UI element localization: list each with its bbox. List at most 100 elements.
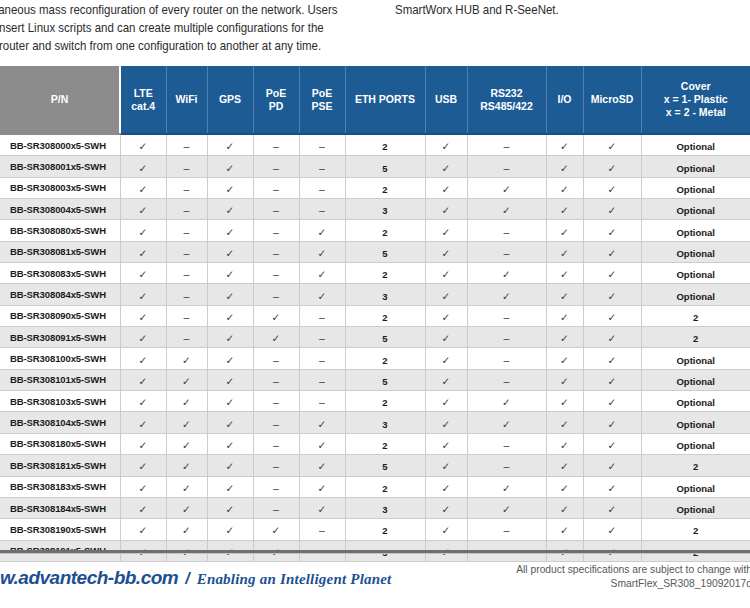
column-header-cover: Cover x = 1- Plastic x = 2 - Metal: [641, 66, 750, 134]
spec-cell: ✓: [207, 156, 253, 177]
spec-cell: 5: [345, 156, 425, 177]
spec-cell: Optional: [641, 284, 750, 305]
column-header-poe-pd: PoE PD: [253, 66, 299, 134]
check-icon: ✓: [182, 439, 191, 451]
dash-icon: –: [504, 247, 510, 259]
footer-note: All product specifications are subject t…: [516, 563, 750, 590]
check-icon: ✓: [182, 354, 191, 366]
spec-cell: ✓: [120, 305, 166, 326]
spec-cell: ✓: [583, 455, 641, 476]
spec-cell: –: [299, 305, 345, 326]
spec-cell: ✓: [120, 476, 166, 497]
spec-value: 2: [382, 483, 387, 494]
spec-value: 3: [382, 291, 387, 302]
check-icon: ✓: [226, 247, 235, 259]
check-icon: ✓: [608, 311, 617, 323]
check-icon: ✓: [318, 268, 327, 280]
spec-cell: Optional: [641, 134, 750, 156]
spec-cell: ✓: [546, 348, 583, 369]
dash-icon: –: [273, 290, 279, 302]
spec-cell: –: [253, 199, 299, 220]
footer-note-line: SmartFlex_SR308_19092017d: [516, 577, 750, 591]
check-icon: ✓: [442, 524, 451, 536]
check-icon: ✓: [560, 162, 569, 174]
dash-icon: –: [504, 524, 510, 536]
column-header-poe-pse: PoE PSE: [299, 66, 345, 134]
spec-cell: ✓: [583, 177, 641, 198]
spec-cell: –: [166, 241, 207, 262]
spec-cell: –: [166, 156, 207, 177]
check-icon: ✓: [442, 460, 451, 472]
dash-icon: –: [504, 162, 510, 174]
spec-cell: –: [299, 134, 345, 156]
dash-icon: –: [504, 332, 510, 344]
part-number-cell: BB-SR308180x5-SWH: [0, 433, 120, 454]
spec-table-body: BB-SR308000x5-SWH✓–✓––2✓–✓✓OptionalBB-SR…: [0, 134, 750, 561]
spec-cell: –: [467, 220, 546, 241]
dash-icon: –: [319, 524, 325, 536]
column-header-pn: P/N: [0, 66, 120, 134]
check-icon: ✓: [442, 439, 451, 451]
spec-cell: ✓: [467, 284, 546, 305]
dash-icon: –: [273, 375, 279, 387]
check-icon: ✓: [226, 268, 235, 280]
footer-brand: w.advantech-bb.com/Enabling an Intellige…: [0, 567, 391, 589]
spec-cell: ✓: [120, 220, 166, 241]
spec-cell: Optional: [641, 177, 750, 198]
spec-value: Optional: [676, 483, 715, 494]
check-icon: ✓: [139, 396, 148, 408]
website-link[interactable]: w.advantech-bb.com: [0, 567, 178, 588]
spec-cell: ✓: [467, 476, 546, 497]
spec-value: 5: [382, 248, 387, 259]
spec-value: 2: [382, 227, 387, 238]
spec-cell: ✓: [120, 241, 166, 262]
spec-cell: –: [467, 348, 546, 369]
spec-cell: ✓: [425, 412, 467, 433]
spec-cell: ✓: [207, 348, 253, 369]
check-icon: ✓: [226, 226, 235, 238]
dash-icon: –: [319, 140, 325, 152]
spec-cell: ✓: [546, 497, 583, 518]
table-row: BB-SR308104x5-SWH✓✓✓–✓3✓✓✓✓Optional: [0, 412, 750, 433]
spec-cell: ✓: [207, 327, 253, 348]
part-number-cell: BB-SR308101x5-SWH: [0, 369, 120, 390]
spec-value: Optional: [676, 163, 715, 174]
check-icon: ✓: [442, 396, 451, 408]
check-icon: ✓: [560, 311, 569, 323]
check-icon: ✓: [318, 418, 327, 430]
part-number-cell: BB-SR308003x5-SWH: [0, 177, 120, 198]
spec-cell: ✓: [120, 199, 166, 220]
spec-cell: ✓: [166, 476, 207, 497]
spec-cell: ✓: [583, 156, 641, 177]
column-header-serial: RS232 RS485/422: [467, 66, 546, 134]
spec-value: 2: [382, 525, 387, 536]
check-icon: ✓: [608, 140, 617, 152]
spec-cell: Optional: [641, 497, 750, 518]
spec-cell: –: [467, 134, 546, 156]
spec-cell: ✓: [546, 391, 583, 412]
spec-value: Optional: [676, 440, 715, 451]
column-header-microsd: MicroSD: [583, 66, 641, 134]
dash-icon: –: [273, 439, 279, 451]
check-icon: ✓: [560, 290, 569, 302]
spec-cell: ✓: [207, 519, 253, 540]
spec-cell: –: [299, 327, 345, 348]
spec-cell: ✓: [583, 476, 641, 497]
spec-cell: 3: [345, 284, 425, 305]
dash-icon: –: [319, 332, 325, 344]
spec-cell: ✓: [425, 391, 467, 412]
spec-cell: 3: [345, 199, 425, 220]
part-number-cell: BB-SR308083x5-SWH: [0, 263, 120, 284]
check-icon: ✓: [318, 482, 327, 494]
check-icon: ✓: [502, 418, 511, 430]
table-row: BB-SR308083x5-SWH✓–✓–✓2✓✓✓✓Optional: [0, 263, 750, 284]
check-icon: ✓: [560, 396, 569, 408]
spec-cell: –: [166, 305, 207, 326]
dash-icon: –: [273, 226, 279, 238]
dash-icon: –: [504, 140, 510, 152]
check-icon: ✓: [226, 396, 235, 408]
spec-cell: –: [467, 156, 546, 177]
table-row: BB-SR308183x5-SWH✓✓✓–✓2✓✓✓✓Optional: [0, 476, 750, 497]
check-icon: ✓: [182, 396, 191, 408]
spec-cell: ✓: [120, 263, 166, 284]
